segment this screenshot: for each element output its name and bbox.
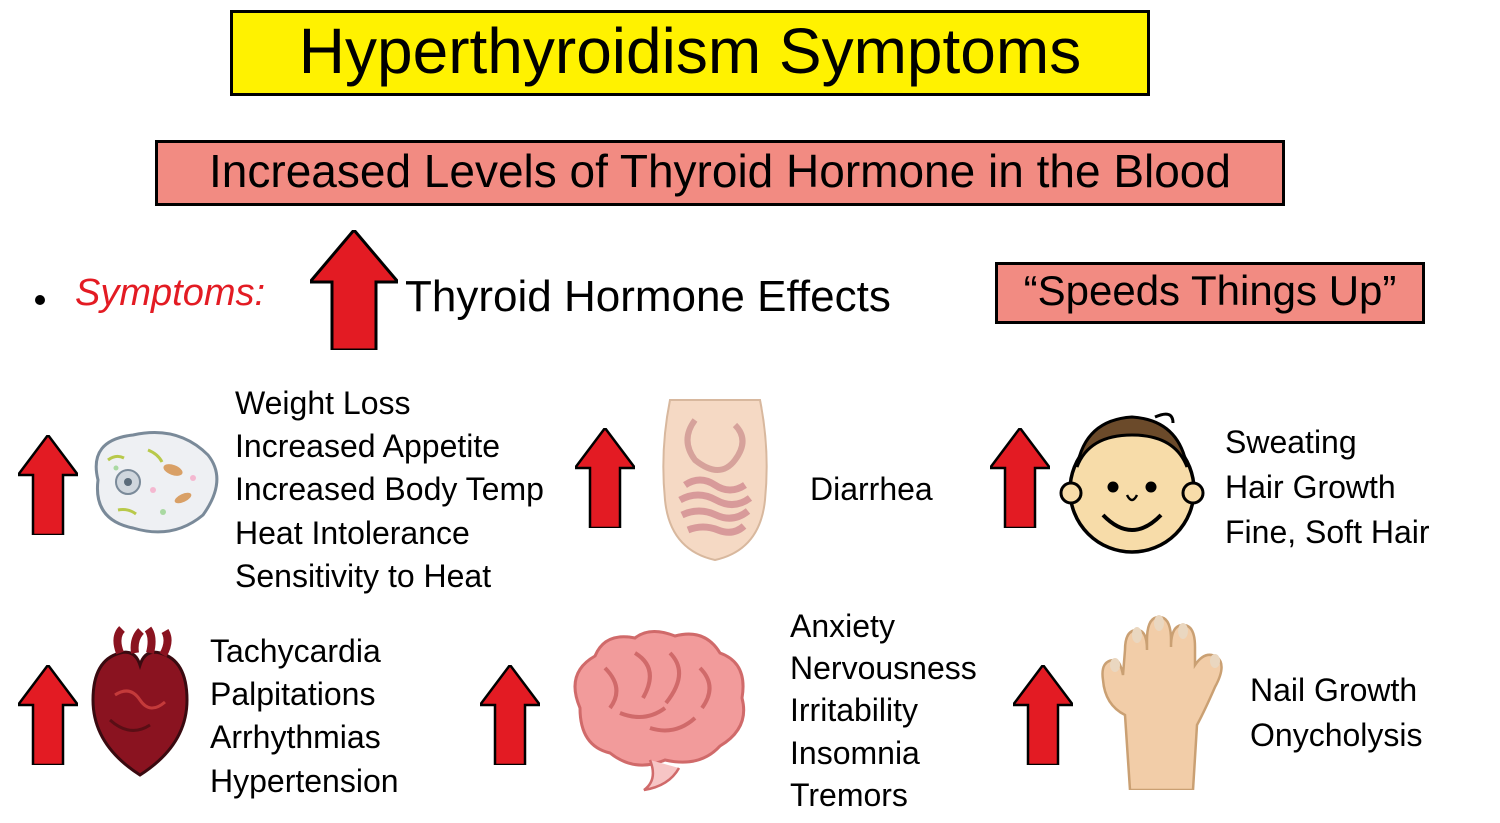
page-title: Hyperthyroidism Symptoms xyxy=(230,10,1150,96)
gi-list: Diarrhea xyxy=(810,468,933,511)
cardiac-item: Hypertension xyxy=(210,760,399,803)
cardiac-list: Tachycardia Palpitations Arrhythmias Hyp… xyxy=(210,630,399,803)
gi-icon xyxy=(640,390,790,570)
cardiac-item: Tachycardia xyxy=(210,630,399,673)
hand-icon xyxy=(1075,595,1245,790)
symptoms-label-text: Symptoms: xyxy=(75,272,265,314)
metabolic-item: Weight Loss xyxy=(235,382,544,425)
neuro-up-arrow-icon xyxy=(480,665,540,765)
speeds-badge: “Speeds Things Up” xyxy=(995,262,1425,324)
speeds-badge-text: “Speeds Things Up” xyxy=(1024,267,1397,314)
neuro-item: Insomnia xyxy=(790,732,977,774)
neuro-item: Tremors xyxy=(790,774,977,816)
metabolic-item: Increased Appetite xyxy=(235,425,544,468)
skin-item: Sweating xyxy=(1225,420,1430,465)
gi-up-arrow-icon xyxy=(575,428,635,528)
cardiac-item: Arrhythmias xyxy=(210,716,399,759)
big-up-arrow-icon xyxy=(310,230,398,350)
neuro-list: Anxiety Nervousness Irritability Insomni… xyxy=(790,605,977,816)
neuro-item: Nervousness xyxy=(790,647,977,689)
symptoms-label: Symptoms: xyxy=(75,272,265,315)
effects-label-text: Thyroid Hormone Effects xyxy=(405,272,891,321)
cardiac-item: Palpitations xyxy=(210,673,399,716)
cell-icon xyxy=(78,420,228,540)
nails-up-arrow-icon xyxy=(1013,665,1073,765)
skin-item: Fine, Soft Hair xyxy=(1225,510,1430,555)
subtitle-box: Increased Levels of Thyroid Hormone in t… xyxy=(155,140,1285,206)
neuro-item: Anxiety xyxy=(790,605,977,647)
nails-item: Onycholysis xyxy=(1250,713,1423,758)
metabolic-up-arrow-icon xyxy=(18,435,78,535)
metabolic-item: Increased Body Temp xyxy=(235,468,544,511)
skin-item: Hair Growth xyxy=(1225,465,1430,510)
neuro-item: Irritability xyxy=(790,689,977,731)
skin-up-arrow-icon xyxy=(990,428,1050,528)
metabolic-item: Heat Intolerance xyxy=(235,512,544,555)
nails-item: Nail Growth xyxy=(1250,668,1423,713)
brain-icon xyxy=(550,618,760,793)
metabolic-item: Sensitivity to Heat xyxy=(235,555,544,598)
subtitle-text: Increased Levels of Thyroid Hormone in t… xyxy=(209,145,1231,197)
bullet-icon xyxy=(35,295,45,305)
metabolic-list: Weight Loss Increased Appetite Increased… xyxy=(235,382,544,598)
cardiac-up-arrow-icon xyxy=(18,665,78,765)
heart-icon xyxy=(75,625,205,780)
nails-list: Nail Growth Onycholysis xyxy=(1250,668,1423,758)
effects-label: Thyroid Hormone Effects xyxy=(405,272,891,322)
gi-item: Diarrhea xyxy=(810,468,933,511)
face-icon xyxy=(1055,395,1210,560)
title-text: Hyperthyroidism Symptoms xyxy=(299,15,1081,87)
skin-list: Sweating Hair Growth Fine, Soft Hair xyxy=(1225,420,1430,554)
